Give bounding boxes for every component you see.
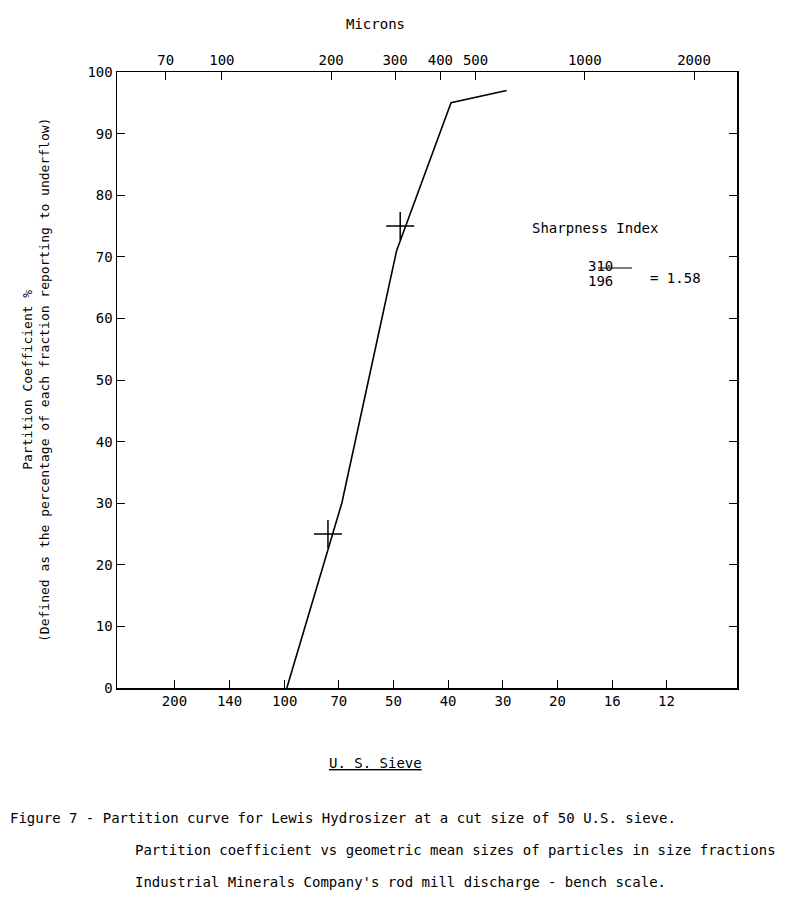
svg-text:= 1.58: = 1.58	[650, 270, 701, 286]
svg-text:Partition Coefficient %(Define: Partition Coefficient %(Defined as the p…	[20, 118, 52, 642]
svg-text:140: 140	[217, 693, 242, 709]
svg-text:50: 50	[96, 372, 113, 388]
svg-text:100: 100	[87, 64, 112, 80]
svg-text:Sharpness Index: Sharpness Index	[532, 220, 658, 236]
svg-text:500: 500	[463, 52, 488, 68]
svg-text:40: 40	[96, 434, 113, 450]
svg-text:16: 16	[604, 693, 621, 709]
svg-text:200: 200	[318, 52, 343, 68]
svg-text:30: 30	[96, 495, 113, 511]
svg-text:20: 20	[549, 693, 566, 709]
svg-text:200: 200	[162, 693, 187, 709]
svg-text:90: 90	[96, 126, 113, 142]
svg-text:2000: 2000	[677, 52, 711, 68]
svg-text:310: 310	[588, 258, 613, 274]
svg-text:U. S. Sieve: U. S. Sieve	[329, 755, 422, 771]
svg-text:Industrial Minerals Company's: Industrial Minerals Company's rod mill d…	[135, 874, 666, 890]
svg-text:20: 20	[96, 557, 113, 573]
svg-text:Figure 7 - Partition curve for: Figure 7 - Partition curve for Lewis Hyd…	[10, 810, 676, 826]
svg-text:100: 100	[272, 693, 297, 709]
svg-text:196: 196	[588, 273, 613, 289]
svg-text:1000: 1000	[568, 52, 602, 68]
svg-text:80: 80	[96, 187, 113, 203]
svg-text:50: 50	[385, 693, 402, 709]
svg-text:12: 12	[658, 693, 675, 709]
svg-text:40: 40	[440, 693, 457, 709]
svg-text:70: 70	[96, 249, 113, 265]
svg-text:300: 300	[382, 52, 407, 68]
svg-text:400: 400	[428, 52, 453, 68]
svg-text:70: 70	[157, 52, 174, 68]
svg-text:0: 0	[104, 680, 112, 696]
svg-text:10: 10	[96, 618, 113, 634]
svg-text:Microns: Microns	[346, 16, 405, 32]
svg-text:Partition coefficient vs geome: Partition coefficient vs geometric mean …	[135, 842, 776, 858]
svg-text:60: 60	[96, 310, 113, 326]
svg-text:100: 100	[209, 52, 234, 68]
svg-text:30: 30	[495, 693, 512, 709]
svg-text:70: 70	[330, 693, 347, 709]
